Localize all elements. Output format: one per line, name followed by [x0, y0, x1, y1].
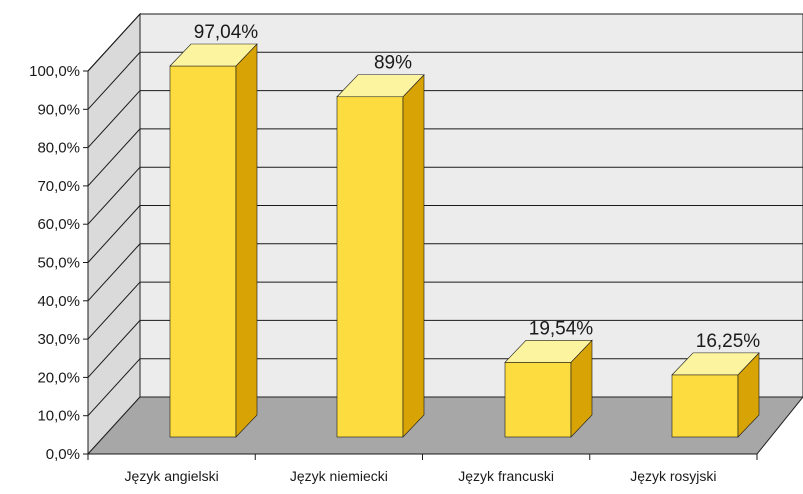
data-label: 16,25%: [696, 331, 761, 352]
x-tick-label: Język niemiecki: [290, 468, 388, 484]
x-tick-label: Język rosyjski: [630, 468, 716, 484]
y-tick-label: 40,0%: [37, 293, 80, 310]
bar: [336, 73, 425, 438]
y-tick-label: 90,0%: [37, 101, 80, 118]
bar-top: [671, 352, 760, 376]
y-tick-label: 50,0%: [37, 255, 80, 272]
bar-front: [336, 96, 404, 438]
gridline: [87, 51, 803, 110]
gridline: [87, 205, 803, 263]
bar-front: [671, 374, 739, 438]
bar-top: [169, 43, 258, 67]
data-label: 19,54%: [529, 318, 594, 339]
y-tick-label: 10,0%: [37, 408, 80, 425]
gridline: [87, 319, 803, 378]
y-tick-label: 100,0%: [29, 63, 80, 80]
axes: [83, 70, 758, 460]
bar-top: [504, 339, 593, 363]
y-tick-label: 70,0%: [37, 178, 80, 195]
gridline: [87, 90, 803, 148]
y-tick-label: 30,0%: [37, 331, 80, 348]
gridline: [87, 166, 803, 225]
bars: [169, 43, 760, 438]
gridlines: [87, 13, 803, 417]
bar-front: [504, 361, 572, 438]
gridline: [87, 281, 803, 340]
gridline: [87, 128, 803, 187]
bar-top: [336, 74, 425, 98]
bar-side: [402, 73, 425, 438]
bar: [169, 43, 258, 438]
y-tick-label: 0,0%: [46, 446, 80, 463]
y-tick-label: 60,0%: [37, 216, 80, 233]
data-label: 89%: [374, 53, 412, 74]
data-label: 97,04%: [194, 22, 259, 43]
bar-side: [235, 43, 258, 438]
y-tick-label: 80,0%: [37, 140, 80, 157]
y-tick-label: 20,0%: [37, 369, 80, 386]
bar-front: [169, 65, 237, 438]
x-tick-label: Język francuski: [458, 468, 554, 484]
bar: [671, 352, 760, 438]
gridline: [87, 243, 803, 302]
labels: 0,0% 10,0% 20,0% 30,0% 40,0% 50,0% 60,0% 70,0% 8…: [29, 22, 760, 484]
bar: [504, 339, 593, 438]
x-tick-label: Język angielski: [125, 468, 219, 484]
gridline: [87, 13, 803, 72]
